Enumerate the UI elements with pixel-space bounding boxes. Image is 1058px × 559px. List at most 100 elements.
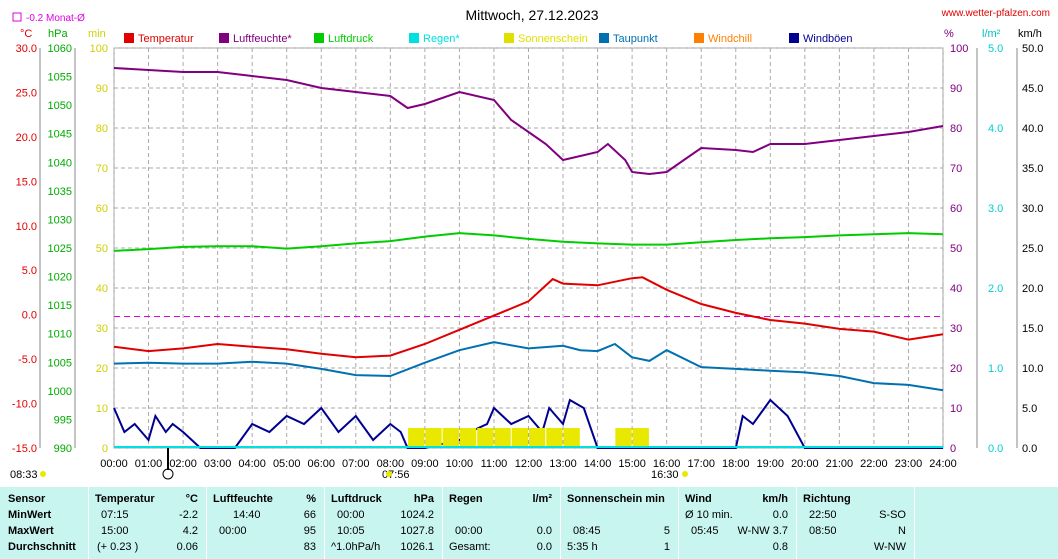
tick-label-temperature: 30.0 <box>16 43 37 55</box>
wind-min-value: 0.0 <box>772 509 788 521</box>
series-line <box>113 232 944 252</box>
sunrise-dot <box>386 471 392 477</box>
legend-label: Windböen <box>803 33 853 45</box>
tick-label-pressure: 995 <box>54 414 72 426</box>
tick-label-pressure: 1060 <box>48 43 72 55</box>
legend-label: Windchill <box>708 33 752 45</box>
unit-min: min <box>88 28 106 40</box>
legend-label: Luftfeuchte* <box>233 33 292 45</box>
sunshine-bar <box>442 428 459 448</box>
tick-label-rain: 0.0 <box>988 443 1003 455</box>
tick-label-pressure: 1025 <box>48 243 72 255</box>
humidity-max-time: 00:00 <box>219 525 247 537</box>
tick-label-humidity: 70 <box>950 163 962 175</box>
wind-min-label: Ø 10 min. <box>685 509 733 521</box>
unit-percent: % <box>944 28 954 40</box>
direction-min-time: 22:50 <box>809 509 837 521</box>
sunshine-bar <box>477 428 494 448</box>
series-line <box>113 276 944 359</box>
rain-total-value: 0.0 <box>536 541 552 553</box>
tick-label-temperature: 0.0 <box>22 310 37 322</box>
rain-total-label: Gesamt: <box>449 541 491 553</box>
tick-label-time: 04:00 <box>238 458 266 470</box>
pressure-header: Luftdruck <box>331 493 382 505</box>
sun-dot-left <box>40 471 46 477</box>
series <box>113 67 944 449</box>
sunshine-bar <box>615 428 632 448</box>
legend-swatch <box>314 33 324 43</box>
tick-label-time: 22:00 <box>860 458 888 470</box>
humidity-unit: % <box>306 493 316 505</box>
sun-max-time: 08:45 <box>573 525 601 537</box>
tick-label-sunshine: 30 <box>96 323 108 335</box>
tick-label-temperature: -15.0 <box>12 443 37 455</box>
tick-label-sunshine: 100 <box>90 43 108 55</box>
tick-label-time: 16:00 <box>653 458 681 470</box>
x-axis-ticks: 00:00 01:00 02:00 03:00 04:00 05:00 06:00 07:00… <box>10 448 957 481</box>
tick-label-pressure: 1010 <box>48 329 72 341</box>
sun-total: 5:35 h <box>567 541 598 553</box>
tick-label-pressure: 1045 <box>48 129 72 141</box>
tick-label-temperature: 5.0 <box>22 265 37 277</box>
tick-label-pressure: 1005 <box>48 357 72 369</box>
tick-label-pressure: 1035 <box>48 186 72 198</box>
col-rain: Regen l/m² 00:00 0.0 Gesamt: 0.0 <box>442 487 560 559</box>
tick-label-wind: 45.0 <box>1022 83 1043 95</box>
tick-label-time: 07:00 <box>342 458 370 470</box>
site-link[interactable]: www.wetter-pfalzen.com <box>941 8 1050 19</box>
chart-title: Mittwoch, 27.12.2023 <box>465 7 598 23</box>
tick-label-time: 10:00 <box>446 458 474 470</box>
sun-max-value: 5 <box>663 525 670 537</box>
wind-max-value: W-NW 3.7 <box>737 525 788 537</box>
tick-label-wind: 40.0 <box>1022 123 1043 135</box>
tick-label-humidity: 20 <box>950 363 962 375</box>
tick-label-wind: 35.0 <box>1022 163 1043 175</box>
tick-label-pressure: 1040 <box>48 157 72 169</box>
pressure-unit: hPa <box>413 493 434 505</box>
col-sensor: Sensor MinWert MaxWert Durchschnitt <box>0 487 88 559</box>
pressure-min-value: 1024.2 <box>400 509 434 521</box>
tick-label-time: 05:00 <box>273 458 301 470</box>
tick-label-sunshine: 10 <box>96 403 108 415</box>
tick-label-humidity: 30 <box>950 323 962 335</box>
tick-label-humidity: 90 <box>950 83 962 95</box>
row-label-min: MinWert <box>8 509 52 521</box>
legend-swatch <box>694 33 704 43</box>
tick-label-wind: 30.0 <box>1022 203 1043 215</box>
now-marker-circle <box>162 468 174 480</box>
tick-label-sunshine: 0 <box>102 443 108 455</box>
legend: Temperatur Luftfeuchte* Luftdruck Regen* Son… <box>124 33 853 45</box>
tick-label-rain: 3.0 <box>988 203 1003 215</box>
direction-min-value: S-SO <box>879 509 906 521</box>
tick-label-time: 01:00 <box>135 458 163 470</box>
tick-label-temperature: 20.0 <box>16 132 37 144</box>
temperature-avg-value: 0.06 <box>176 541 198 553</box>
humidity-min-value: 66 <box>303 509 316 521</box>
tick-label-time: 17:00 <box>687 458 715 470</box>
tick-label-pressure: 1000 <box>48 386 72 398</box>
tick-label-time: 08:00 <box>377 458 405 470</box>
unit-celsius: °C <box>20 28 32 40</box>
tick-label-rain: 1.0 <box>988 363 1003 375</box>
tick-label-time: 02:00 <box>169 458 197 470</box>
legend-swatch <box>504 33 514 43</box>
legend-swatch <box>409 33 419 43</box>
tick-label-temperature: -10.0 <box>12 399 37 411</box>
tick-label-pressure: 990 <box>54 443 72 455</box>
direction-max-time: 08:50 <box>809 525 837 537</box>
sunshine-bar <box>529 428 546 448</box>
tick-label-wind: 50.0 <box>1022 43 1043 55</box>
legend-label: Luftdruck <box>328 33 374 45</box>
legend-label: Regen* <box>423 33 460 45</box>
tick-label-time: 24:00 <box>929 458 957 470</box>
sunset-dot <box>682 471 688 477</box>
temperature-max-value: 4.2 <box>182 525 198 537</box>
legend-swatch <box>219 33 229 43</box>
tick-label-humidity: 50 <box>950 243 962 255</box>
sunset-label: 16:30 <box>651 469 679 481</box>
legend-label: Sonnenschein <box>518 33 588 45</box>
sun-avg-value: 1 <box>663 541 670 553</box>
humidity-min-time: 14:40 <box>233 509 261 521</box>
tick-label-temperature: 10.0 <box>16 221 37 233</box>
col-empty <box>914 487 1058 559</box>
